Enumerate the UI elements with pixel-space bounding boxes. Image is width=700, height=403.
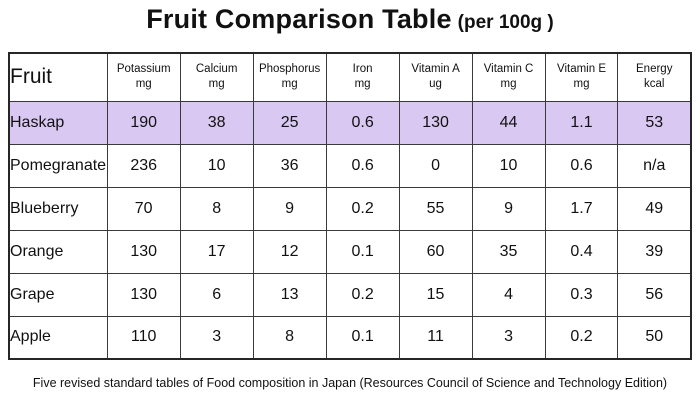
column-header-vitamin-a: Vitamin A ug (398, 52, 473, 102)
value-cell-phosphorus: 13 (252, 272, 327, 317)
column-label: Vitamin A (411, 62, 460, 75)
value-cell-energy: n/a (617, 143, 692, 188)
value-cell-potassium: 110 (106, 315, 181, 360)
column-header-iron: Iron mg (325, 52, 400, 102)
column-label: Iron (352, 62, 373, 75)
column-label: Calcium (195, 62, 238, 75)
table-row-pomegranate: Pomegranate 236 10 36 0.6 0 10 0.6 n/a (8, 143, 692, 188)
value-cell-vitamin-c: 9 (471, 186, 546, 231)
fruit-name-cell: Haskap (8, 100, 108, 145)
value-cell-vitamin-a: 0 (398, 143, 473, 188)
value-cell-calcium: 17 (179, 229, 254, 274)
fruit-name-cell: Apple (8, 315, 108, 360)
source-note: Five revised standard tables of Food com… (32, 376, 668, 390)
page-title: Fruit Comparison Table (per 100g ) (0, 4, 700, 35)
value-cell-vitamin-e: 0.6 (544, 143, 619, 188)
value-cell-phosphorus: 12 (252, 229, 327, 274)
fruit-name-cell: Grape (8, 272, 108, 317)
value-cell-energy: 53 (617, 100, 692, 145)
column-header-phosphorus: Phosphorus mg (252, 52, 327, 102)
value-cell-vitamin-e: 1.1 (544, 100, 619, 145)
column-header-energy: Energy kcal (617, 52, 692, 102)
column-unit: ug (429, 78, 442, 91)
column-label: Energy (636, 62, 673, 75)
fruit-comparison-table: Fruit Potassium mg Calcium mg Phosphorus mg Iro… (8, 52, 692, 360)
value-cell-energy: 49 (617, 186, 692, 231)
value-cell-vitamin-c: 44 (471, 100, 546, 145)
fruit-name-cell: Pomegranate (8, 143, 108, 188)
value-cell-calcium: 10 (179, 143, 254, 188)
value-cell-phosphorus: 36 (252, 143, 327, 188)
column-label: Vitamin C (483, 62, 534, 75)
value-cell-iron: 0.1 (325, 229, 400, 274)
value-cell-vitamin-a: 55 (398, 186, 473, 231)
column-unit: mg (281, 78, 298, 91)
column-unit: mg (354, 78, 371, 91)
column-header-vitamin-e: Vitamin E mg (544, 52, 619, 102)
value-cell-iron: 0.6 (325, 100, 400, 145)
value-cell-energy: 39 (617, 229, 692, 274)
table-row-orange: Orange 130 17 12 0.1 60 35 0.4 39 (8, 229, 692, 274)
value-cell-vitamin-e: 0.4 (544, 229, 619, 274)
value-cell-calcium: 38 (179, 100, 254, 145)
column-label: Potassium (116, 62, 171, 75)
value-cell-vitamin-c: 4 (471, 272, 546, 317)
value-cell-iron: 0.1 (325, 315, 400, 360)
title-main-text: Fruit Comparison Table (146, 4, 452, 34)
value-cell-vitamin-c: 3 (471, 315, 546, 360)
column-unit: kcal (644, 78, 665, 91)
title-suffix-text: (per 100g ) (457, 12, 554, 33)
fruit-name-cell: Orange (8, 229, 108, 274)
value-cell-iron: 0.2 (325, 186, 400, 231)
column-unit: mg (208, 78, 225, 91)
table-head: Fruit Potassium mg Calcium mg Phosphorus mg Iro… (8, 52, 692, 102)
value-cell-vitamin-e: 1.7 (544, 186, 619, 231)
value-cell-calcium: 6 (179, 272, 254, 317)
value-cell-energy: 56 (617, 272, 692, 317)
column-header-vitamin-c: Vitamin C mg (471, 52, 546, 102)
fruit-name-cell: Blueberry (8, 186, 108, 231)
value-cell-potassium: 236 (106, 143, 181, 188)
table-body: Haskap 190 38 25 0.6 130 44 1.1 53 Pomegranate 236… (8, 100, 692, 360)
value-cell-potassium: 130 (106, 272, 181, 317)
value-cell-vitamin-c: 35 (471, 229, 546, 274)
value-cell-vitamin-a: 15 (398, 272, 473, 317)
column-unit: mg (135, 78, 152, 91)
value-cell-iron: 0.2 (325, 272, 400, 317)
header-row: Fruit Potassium mg Calcium mg Phosphorus mg Iro… (8, 52, 692, 102)
column-label: Vitamin E (556, 62, 606, 75)
column-unit: mg (500, 78, 517, 91)
value-cell-vitamin-c: 10 (471, 143, 546, 188)
column-label: Phosphorus (258, 62, 321, 75)
table-row-apple: Apple 110 3 8 0.1 11 3 0.2 50 (8, 315, 692, 360)
value-cell-calcium: 8 (179, 186, 254, 231)
table-row-grape: Grape 130 6 13 0.2 15 4 0.3 56 (8, 272, 692, 317)
column-header-calcium: Calcium mg (179, 52, 254, 102)
value-cell-vitamin-e: 0.3 (544, 272, 619, 317)
column-header-fruit: Fruit (8, 52, 108, 102)
value-cell-vitamin-a: 11 (398, 315, 473, 360)
value-cell-energy: 50 (617, 315, 692, 360)
value-cell-vitamin-a: 130 (398, 100, 473, 145)
value-cell-potassium: 70 (106, 186, 181, 231)
value-cell-phosphorus: 25 (252, 100, 327, 145)
value-cell-iron: 0.6 (325, 143, 400, 188)
value-cell-calcium: 3 (179, 315, 254, 360)
column-header-potassium: Potassium mg (106, 52, 181, 102)
column-unit: mg (573, 78, 590, 91)
table-row-blueberry: Blueberry 70 8 9 0.2 55 9 1.7 49 (8, 186, 692, 231)
value-cell-potassium: 190 (106, 100, 181, 145)
value-cell-vitamin-a: 60 (398, 229, 473, 274)
value-cell-vitamin-e: 0.2 (544, 315, 619, 360)
table-row-haskap: Haskap 190 38 25 0.6 130 44 1.1 53 (8, 100, 692, 145)
value-cell-phosphorus: 9 (252, 186, 327, 231)
value-cell-potassium: 130 (106, 229, 181, 274)
value-cell-phosphorus: 8 (252, 315, 327, 360)
